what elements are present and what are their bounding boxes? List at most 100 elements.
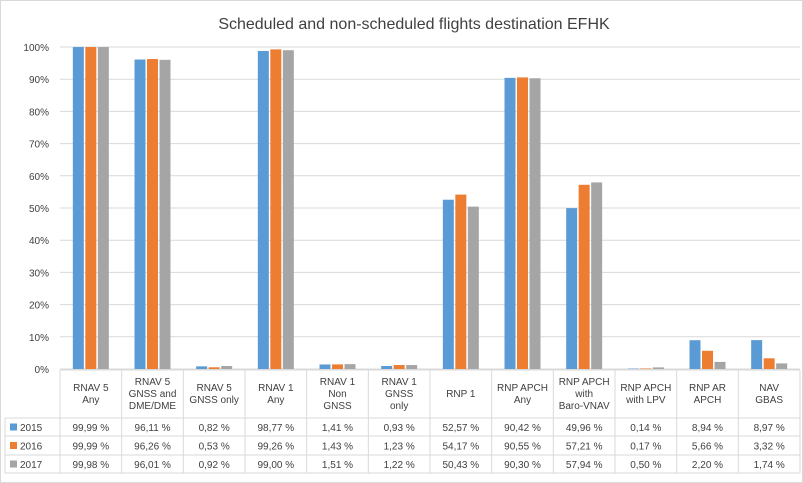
bar-2017-7 <box>529 78 541 369</box>
bar-2017-10 <box>714 361 726 369</box>
data-label: 0,92 % <box>199 460 230 471</box>
category-label: DME/DME <box>129 401 177 412</box>
bar-2017-6 <box>467 206 479 369</box>
bar-2017-8 <box>591 182 603 369</box>
bar-2015-0 <box>72 47 84 370</box>
y-tick-label: 50% <box>29 204 49 215</box>
category-label: RNP APCH <box>620 383 671 394</box>
data-label: 96,01 % <box>134 460 171 471</box>
data-label: 49,96 % <box>566 423 603 434</box>
y-tick-label: 20% <box>29 301 49 312</box>
category-label: GBAS <box>755 395 783 406</box>
category-label: Any <box>82 395 99 406</box>
bar-2016-11 <box>763 358 775 369</box>
legend-key-2015 <box>10 423 17 431</box>
bar-2016-5 <box>393 365 405 369</box>
y-tick-label: 100% <box>23 43 49 54</box>
category-label: with LPV <box>625 395 666 406</box>
data-label: 8,94 % <box>692 423 723 434</box>
data-label: 1,23 % <box>384 442 415 453</box>
data-label: 99,99 % <box>72 442 109 453</box>
bar-2015-5 <box>381 366 393 369</box>
bar-2015-8 <box>566 208 578 369</box>
bar-2015-7 <box>504 77 516 370</box>
category-label: NAV <box>759 383 779 394</box>
data-label: 99,26 % <box>257 442 294 453</box>
legend-label: 2016 <box>20 442 43 453</box>
category-label: Non <box>328 389 346 400</box>
category-label: RNP APCH <box>497 383 548 394</box>
data-label: 1,74 % <box>754 460 785 471</box>
data-label: 0,53 % <box>199 442 230 453</box>
bar-2016-1 <box>147 59 158 370</box>
data-label: 1,51 % <box>322 460 353 471</box>
bar-2015-10 <box>689 340 701 369</box>
bar-2017-0 <box>97 47 109 370</box>
bar-2016-6 <box>455 194 467 369</box>
category-label: RNAV 5 <box>73 383 109 394</box>
legend-label: 2015 <box>20 423 43 434</box>
bar-2016-3 <box>270 49 282 369</box>
category-label: GNSS and <box>129 389 177 400</box>
data-label: 99,98 % <box>72 460 109 471</box>
chart-title: Scheduled and non-scheduled flights dest… <box>218 16 610 33</box>
legend-key-2016 <box>10 442 17 449</box>
category-label: only <box>390 401 408 412</box>
y-axis: 0% 10% 20% 30% 40% 50% 60% 70% 80% 90% 100% <box>23 43 49 376</box>
data-label: 57,21 % <box>566 442 603 453</box>
data-label: 0,17 % <box>630 442 661 453</box>
data-label: 52,57 % <box>442 423 479 434</box>
data-label: 57,94 % <box>566 460 603 471</box>
category-label: RNAV 5 <box>135 377 171 388</box>
bar-2015-1 <box>134 59 146 370</box>
data-label: 8,97 % <box>754 423 785 434</box>
bar-2017-2 <box>221 366 233 369</box>
bar-2016-4 <box>332 364 343 369</box>
data-label: 96,26 % <box>134 442 171 453</box>
category-label: RNAV 1 <box>381 377 417 388</box>
category-label: RNAV 1 <box>320 377 356 388</box>
gridlines <box>60 46 800 370</box>
data-label: 1,43 % <box>322 442 353 453</box>
bar-2015-3 <box>257 50 269 369</box>
y-tick-label: 10% <box>29 333 49 344</box>
category-label: RNP AR <box>689 383 726 394</box>
data-label: 0,93 % <box>384 423 415 434</box>
bar-2017-1 <box>159 59 171 369</box>
data-label: 0,82 % <box>199 423 230 434</box>
y-tick-label: 30% <box>29 268 49 279</box>
category-label: GNSS only <box>189 395 238 406</box>
y-tick-label: 60% <box>29 172 49 183</box>
category-label: RNAV 5 <box>196 383 232 394</box>
data-label: 90,55 % <box>504 442 541 453</box>
category-label: Any <box>514 395 531 406</box>
bar-2017-4 <box>344 364 356 369</box>
data-label: 98,77 % <box>257 423 294 434</box>
bar-2016-8 <box>578 184 590 369</box>
bar-2016-10 <box>702 350 713 369</box>
y-tick-label: 90% <box>29 75 49 86</box>
bar-2017-5 <box>406 365 418 369</box>
category-label: RNAV 1 <box>258 383 294 394</box>
bars <box>72 47 788 370</box>
data-label: 2,20 % <box>692 460 723 471</box>
bar-2017-3 <box>282 50 294 369</box>
data-label: 1,22 % <box>384 460 415 471</box>
category-label: Baro-VNAV <box>559 401 610 412</box>
y-tick-label: 40% <box>29 236 49 247</box>
bar-2015-6 <box>442 199 454 369</box>
data-label: 96,11 % <box>135 423 171 434</box>
data-label: 0,50 % <box>630 460 661 471</box>
bar-2016-9 <box>640 368 652 369</box>
data-label: 54,17 % <box>442 442 479 453</box>
bar-2015-2 <box>196 366 208 369</box>
category-label: with <box>574 389 593 400</box>
legend-label: 2017 <box>20 460 43 471</box>
bar-2016-7 <box>517 77 528 369</box>
y-tick-label: 70% <box>29 140 49 151</box>
category-label: RNP APCH <box>559 377 610 388</box>
category-label: APCH <box>694 395 722 406</box>
